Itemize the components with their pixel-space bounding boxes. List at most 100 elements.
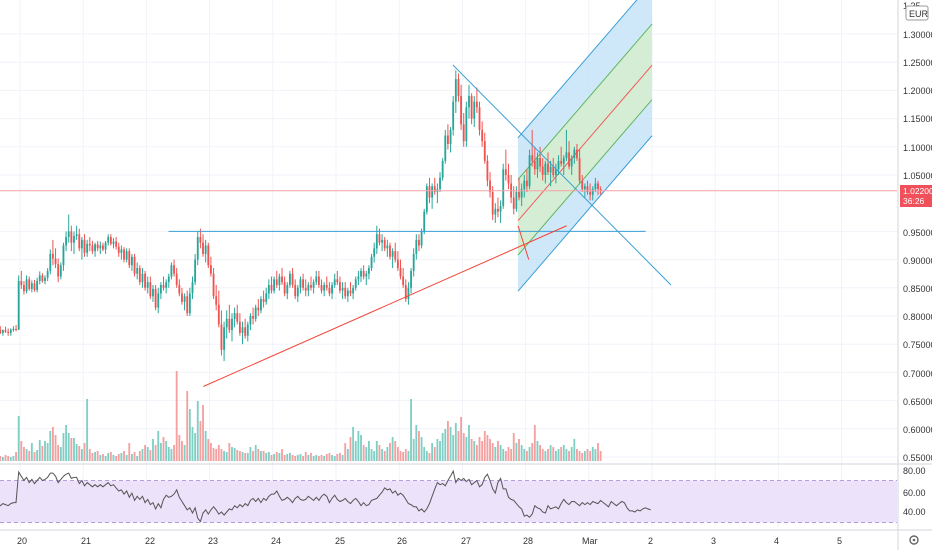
price-tick-label: 1.100000: [903, 143, 932, 153]
candle-body: [109, 237, 112, 244]
price-tick-label: 0.800000: [903, 312, 932, 322]
candle-body: [373, 248, 376, 257]
candle-body: [452, 101, 455, 130]
candle-body: [136, 268, 139, 274]
candle-body: [107, 237, 110, 243]
volume-bar: [454, 423, 457, 461]
candle-body: [96, 244, 99, 249]
candle-body: [67, 231, 70, 238]
volume-bar: [162, 437, 165, 461]
candle-body: [523, 180, 526, 190]
volume-bar: [178, 435, 181, 461]
candle-body: [188, 293, 191, 314]
candle-body: [333, 279, 336, 285]
price-axis[interactable]: 1.300000 1.250000 1.200000 1.150000 1.10…: [903, 1, 932, 463]
candle-body: [460, 96, 463, 125]
time-axis[interactable]: 20 21 22 23 24 25 26 27 28 Mar 2 3 4 5: [17, 536, 842, 546]
volume-bar: [196, 401, 199, 461]
volume-bar: [439, 441, 441, 461]
candle-body: [249, 316, 252, 325]
candle-body: [173, 265, 175, 274]
volume-bar: [533, 425, 536, 461]
time-label: 3: [711, 536, 716, 546]
pitchfork-channel[interactable]: [517, 0, 653, 292]
volume-bar: [389, 443, 391, 461]
volume-bar: [215, 449, 218, 461]
price-tick-label: 1.250000: [903, 58, 932, 68]
candle-body: [138, 268, 141, 283]
candle-body: [244, 327, 247, 336]
settings-gear-icon[interactable]: [909, 535, 919, 545]
volume-bar: [344, 443, 347, 461]
candle-body: [552, 166, 555, 175]
candle-body: [146, 282, 149, 288]
volume-bar: [562, 445, 565, 461]
candle-body: [557, 160, 560, 170]
candle-body: [278, 276, 281, 285]
candle-body: [133, 256, 136, 274]
volume-bar: [452, 435, 455, 461]
volume-bar: [302, 456, 305, 461]
volume-bar: [191, 427, 194, 461]
volume-bar: [80, 449, 83, 461]
candle-body: [394, 251, 397, 260]
volume-bar: [241, 452, 244, 461]
candle-body: [286, 284, 289, 294]
volume-bar: [107, 453, 110, 461]
volume-bar: [181, 441, 183, 461]
candle-body: [283, 282, 286, 294]
volume-bar: [120, 453, 123, 461]
candle-body: [528, 155, 531, 187]
volume-bar: [499, 445, 502, 461]
volume-bar: [367, 441, 370, 461]
volume-bar: [468, 425, 470, 461]
candle-body: [302, 279, 305, 288]
volume-bar: [265, 453, 268, 461]
volume-bar: [115, 456, 118, 461]
rsi-pane[interactable]: [0, 463, 932, 531]
currency-button[interactable]: EUR: [905, 5, 929, 21]
volume-bar: [20, 441, 23, 461]
candle-body: [88, 243, 91, 246]
candle-body: [568, 152, 570, 167]
volume-bar: [570, 447, 573, 461]
time-label: 2: [648, 536, 653, 546]
rsi-axis[interactable]: 80.00 60.00 40.00: [903, 466, 926, 517]
volume-bar: [4, 455, 7, 461]
candle-body: [349, 290, 352, 294]
volume-bar: [123, 451, 125, 461]
candle-body: [183, 296, 186, 302]
drawing-tools[interactable]: [0, 64, 897, 387]
candle-body: [130, 256, 133, 266]
volume-bar: [83, 443, 86, 461]
candle-body: [233, 313, 236, 319]
volume-bar: [51, 427, 54, 461]
candle-body: [41, 275, 44, 282]
volume-bar: [383, 451, 386, 461]
volume-bar: [478, 437, 481, 461]
candle-body: [357, 276, 360, 280]
candle-body: [170, 265, 173, 277]
candle-body: [54, 258, 57, 265]
candle-body: [46, 270, 49, 278]
volume-bar: [420, 437, 423, 461]
price-tick-label: 0.850000: [903, 284, 932, 294]
candle-body: [123, 249, 125, 260]
candle-body: [223, 327, 226, 350]
candle-body: [428, 186, 431, 198]
rsi-tick-label: 80.00: [903, 466, 926, 476]
volume-bar: [354, 441, 357, 461]
volume-bar: [581, 453, 584, 461]
volume-bar: [586, 449, 589, 461]
candle-body: [315, 276, 318, 283]
candle-body: [483, 141, 486, 161]
candle-body: [396, 259, 399, 269]
volume-bar: [541, 449, 544, 461]
volume-histogram: [0, 371, 602, 461]
price-tick-label: 1.200000: [903, 86, 932, 96]
candle-body: [304, 287, 307, 291]
candle-body: [323, 284, 326, 291]
candle-body: [154, 288, 157, 308]
